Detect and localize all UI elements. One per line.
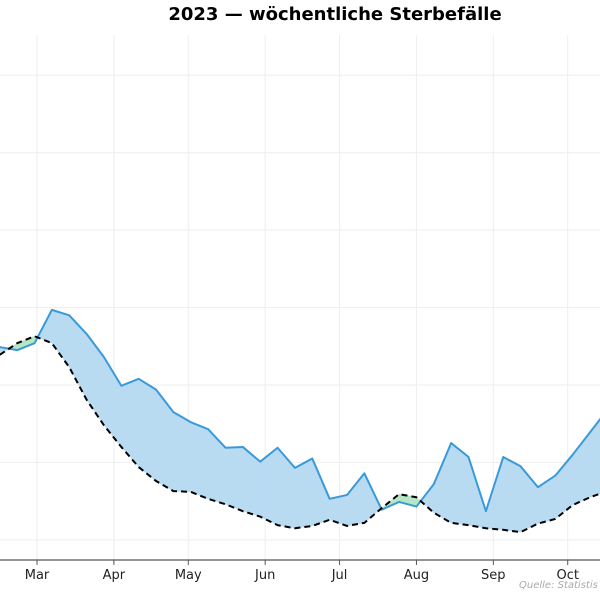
area-fill-segment	[121, 378, 139, 468]
area-fill-segment	[294, 458, 313, 529]
area-fill-segment	[51, 309, 70, 368]
area-fill-segment	[502, 456, 521, 533]
x-tick-label: Mar	[25, 568, 50, 583]
area-fill-segment	[433, 442, 452, 524]
x-tick-label: Aug	[404, 568, 429, 583]
area-fill-segment	[346, 472, 365, 527]
x-tick-label: May	[175, 568, 202, 583]
area-fill-segment	[173, 411, 192, 493]
area-fill-segment	[155, 388, 174, 492]
area-fill-segment	[329, 494, 348, 527]
area-fill-segment	[225, 446, 244, 512]
source-note: Quelle: Statistis	[519, 580, 598, 591]
x-axis: Mar Apr May Jun Jul Aug Sep Oct	[0, 559, 600, 583]
x-tick-label: Sep	[481, 568, 506, 583]
series-line-comparison	[0, 335, 600, 534]
area-fill-segment	[190, 421, 209, 500]
area-fills	[0, 309, 600, 533]
area-fill-segment	[207, 428, 226, 505]
chart-title: 2023 — wöchentliche Sterbefälle	[168, 4, 502, 25]
area-fill-segment	[277, 447, 296, 529]
area-fill-segment	[242, 446, 261, 517]
x-tick-label: Apr	[103, 568, 126, 583]
area-fill-segment	[537, 475, 556, 524]
area-fill-segment	[589, 418, 600, 498]
x-tick-label: Jun	[254, 568, 275, 583]
series-lines	[0, 308, 600, 534]
series-line-2023	[0, 308, 600, 513]
x-tick-label: Jul	[331, 568, 348, 583]
area-fill-segment	[68, 314, 87, 400]
x-tick-label: Oct	[556, 568, 578, 583]
area-fill-segment	[86, 333, 105, 427]
area-fill-segment	[138, 378, 157, 482]
